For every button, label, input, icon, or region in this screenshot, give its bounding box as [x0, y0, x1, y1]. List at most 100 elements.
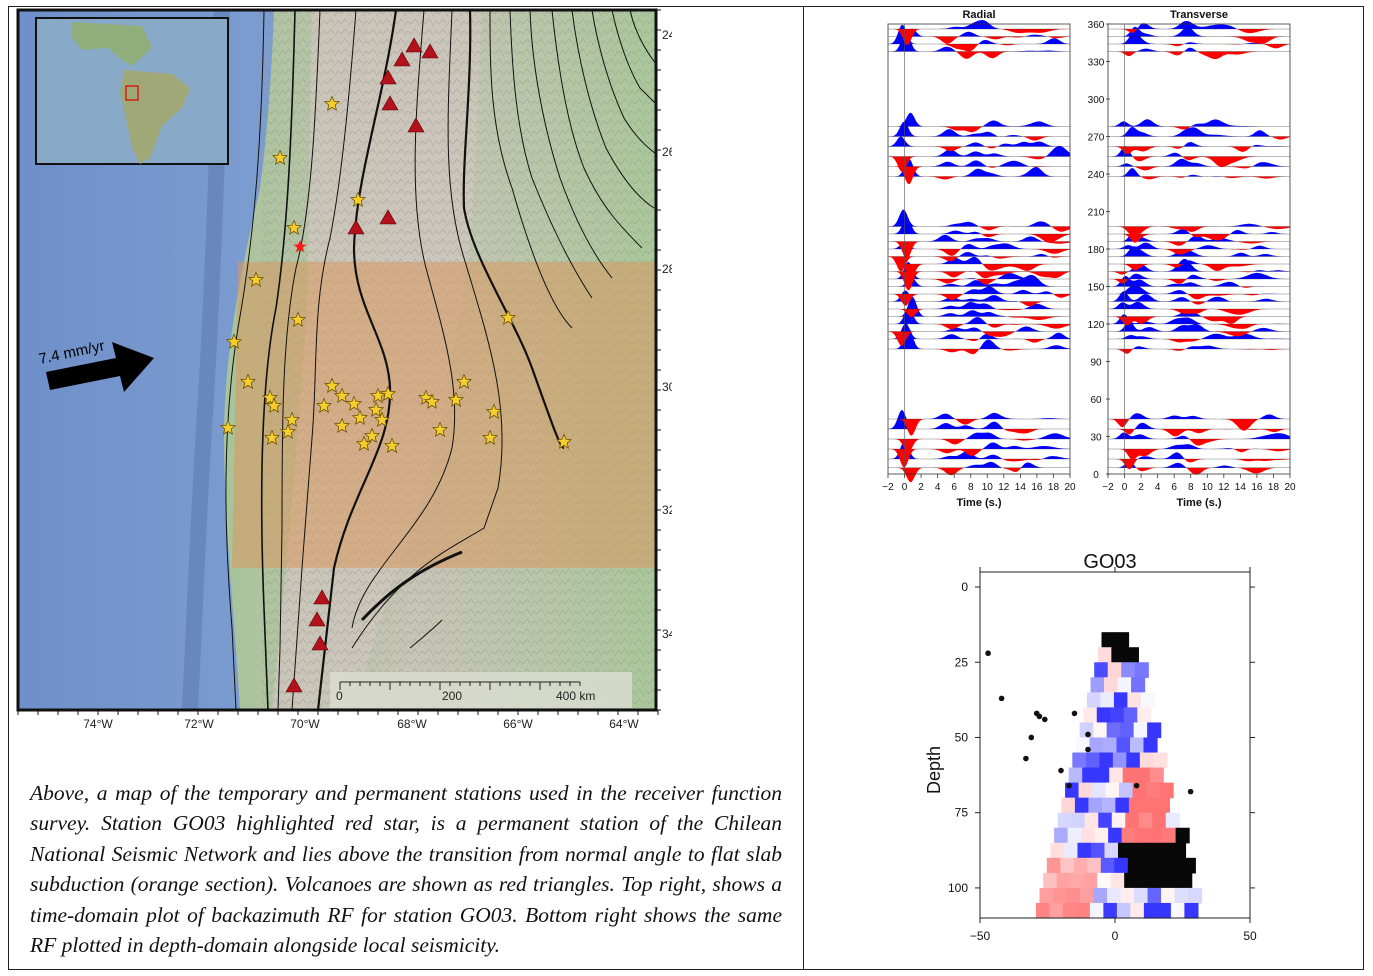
depth-heatmap-cell — [1100, 692, 1115, 708]
rf-y-tick-label: 300 — [1088, 95, 1105, 106]
rf-trace-positive — [1108, 460, 1290, 468]
depth-plot-title: GO03 — [1083, 551, 1136, 573]
depth-heatmap-cell — [1131, 677, 1146, 693]
lon-label: 74°W — [83, 717, 113, 731]
rf-trace-negative — [1108, 166, 1290, 171]
volcano-triangle — [379, 209, 397, 225]
depth-heatmap-cell — [1100, 857, 1115, 874]
inset-map — [35, 17, 229, 165]
depth-heatmap-cell — [1071, 812, 1086, 829]
depth-heatmap-cell — [1085, 752, 1100, 769]
seismicity-point — [1023, 755, 1029, 762]
depth-heatmap-cell — [1061, 797, 1076, 814]
rf-trace-negative — [888, 349, 1070, 355]
depth-y-tick-label: 25 — [955, 655, 969, 669]
station-star — [431, 421, 449, 437]
depth-heatmap-cell — [1087, 857, 1102, 874]
rf-trace-positive — [1108, 321, 1290, 332]
rf-trace-positive — [888, 274, 1070, 287]
station-star — [373, 411, 391, 427]
rf-trace-positive — [1108, 422, 1290, 429]
depth-heatmap-cell — [1088, 797, 1103, 814]
rf-y-tick-label: 210 — [1088, 208, 1105, 219]
latitude-labels: 24°S 26°S 28°S 30°S 32°S 34°S — [662, 28, 672, 641]
highlighted-station-go03 — [293, 240, 307, 253]
seismicity-points — [985, 650, 1194, 795]
rf-trace-positive — [888, 296, 1070, 317]
rf-trace-negative — [888, 36, 1070, 44]
rf-trace-positive — [888, 432, 1070, 439]
rf-trace-positive — [888, 412, 1070, 419]
station-star — [323, 95, 341, 111]
volcano-triangle — [405, 37, 423, 53]
scale-bar: 0 200 400 km — [330, 672, 632, 708]
depth-heatmap-cell — [1077, 842, 1092, 859]
rf-trace-negative — [1108, 29, 1290, 34]
depth-heatmap-cell — [1097, 872, 1112, 889]
volcano-triangle — [393, 51, 411, 67]
depth-heatmap-cell — [1106, 722, 1121, 739]
depth-heatmap-cell — [1089, 737, 1104, 754]
rf-trace-negative — [888, 126, 1070, 133]
depth-heatmap-cell — [1184, 902, 1199, 919]
rf-trace-negative — [888, 234, 1070, 243]
transverse-panel — [1108, 21, 1290, 475]
depth-heatmap-cell — [1111, 647, 1126, 663]
depth-heatmap-cell — [1082, 767, 1097, 784]
rf-x-tick-label: 6 — [951, 482, 957, 493]
rf-trace-positive — [888, 234, 1070, 242]
depth-heatmap-cell — [1171, 842, 1187, 859]
lat-label: 30°S — [662, 380, 672, 394]
depth-heatmap-cell — [1151, 872, 1166, 889]
depth-heatmap-cell — [1116, 737, 1131, 754]
depth-heatmap-cell — [1116, 902, 1131, 919]
rf-trace-negative — [1108, 316, 1290, 326]
depth-heatmap-cell — [1136, 767, 1151, 784]
rf-trace-positive — [1108, 119, 1290, 127]
rf-trace-negative — [888, 136, 1070, 141]
depth-heatmap-cell — [1086, 692, 1102, 708]
rf-trace-negative — [888, 339, 1070, 343]
rf-y-tick-label: 120 — [1088, 320, 1105, 331]
station-star — [263, 429, 281, 445]
depth-heatmap-cell — [1143, 737, 1158, 754]
rf-x-tick-label: 2 — [1138, 482, 1144, 493]
depth-y-tick-label: 0 — [961, 580, 968, 594]
rf-trace-negative — [888, 156, 1070, 172]
rf-trace-negative — [1108, 349, 1290, 354]
rf-trace-negative — [888, 264, 1070, 278]
station-star — [247, 271, 265, 287]
depth-heatmap-cell — [1120, 722, 1135, 739]
rf-trace-negative — [1108, 241, 1290, 246]
rf-trace-negative — [888, 176, 1070, 180]
station-star — [481, 429, 499, 445]
rf-x-tick-label: 4 — [1155, 482, 1161, 493]
rf-y-tick-label: 360 — [1088, 20, 1105, 31]
volcano-triangle — [381, 95, 399, 111]
rf-trace-positive — [1108, 21, 1290, 29]
depth-heatmap-cell — [1126, 752, 1141, 769]
depth-heatmap-cell — [1146, 782, 1161, 799]
rf-trace-positive — [888, 160, 1070, 167]
rf-x-tick-label: 16 — [1251, 482, 1263, 493]
station-star — [363, 427, 381, 443]
depth-heatmap-cell — [1043, 872, 1058, 889]
rf-trace-negative — [888, 459, 1070, 462]
map-frame — [16, 8, 658, 712]
depth-heatmap-cell — [1092, 782, 1107, 799]
depth-heatmap-cell — [1101, 797, 1117, 814]
depth-heatmap-cell — [1046, 857, 1061, 874]
volcano-triangle — [308, 611, 326, 627]
depth-x-tick-label: −50 — [970, 929, 991, 943]
rf-trace-positive — [1108, 413, 1290, 419]
depth-heatmap-cell — [1165, 812, 1180, 829]
rf-trace-positive — [1108, 31, 1290, 44]
rf-trace-positive — [1108, 333, 1290, 339]
depth-heatmap-cell — [1050, 842, 1065, 859]
rf-y-tick-label: 240 — [1088, 170, 1105, 181]
depth-heatmap-cell — [1039, 887, 1054, 904]
station-star — [285, 219, 303, 235]
depth-heatmap-cell — [1174, 887, 1189, 904]
rf-x-label: Time (s.) — [956, 497, 1001, 509]
rf-trace-positive — [888, 410, 1070, 429]
